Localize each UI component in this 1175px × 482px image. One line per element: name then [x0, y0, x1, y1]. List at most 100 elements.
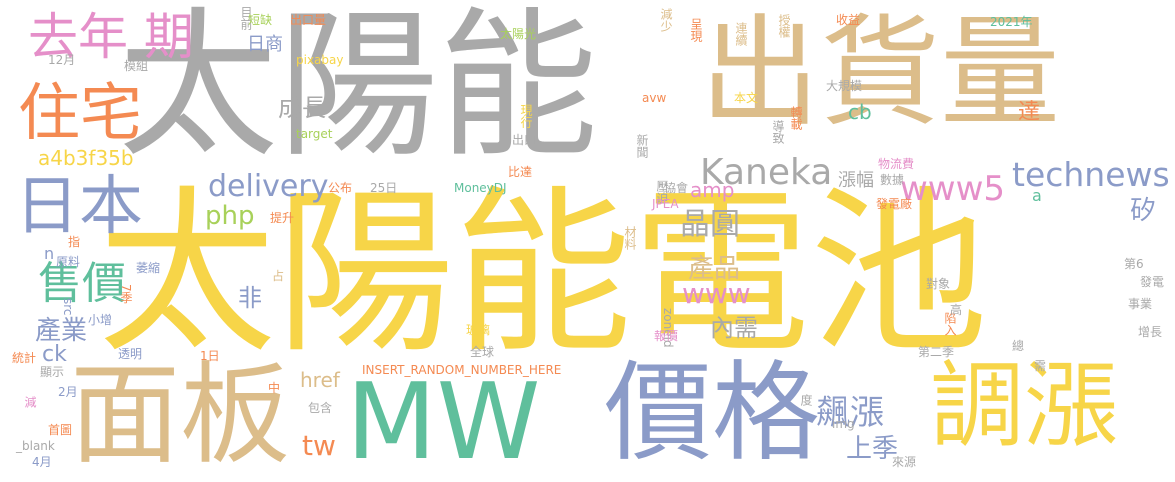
word: 增長 — [1138, 325, 1163, 339]
word: 面板 — [70, 351, 290, 479]
word: target — [296, 127, 333, 141]
word: 小增 — [88, 313, 113, 327]
word: 占 — [272, 269, 285, 283]
word: technews — [1012, 155, 1170, 194]
word: 價格 — [604, 351, 821, 476]
word: www5 — [900, 169, 1006, 209]
word: 統計 — [12, 351, 37, 365]
word: 漲幅 — [838, 170, 874, 191]
word: 短缺 — [248, 13, 273, 27]
word: 包含 — [308, 401, 333, 415]
word: 減少 — [659, 8, 673, 32]
word: 第6 — [1124, 257, 1144, 271]
word: 發電廠 — [876, 197, 913, 211]
word: 上季 — [846, 434, 899, 464]
word: 4月 — [32, 455, 52, 469]
word: 產品 — [688, 254, 741, 284]
word: 導致 — [771, 120, 785, 144]
word: MW — [346, 361, 541, 482]
word: INSERT_RANDOM_NUMBER_HERE — [362, 363, 562, 377]
word: 2月 — [58, 385, 78, 399]
word: 非 — [238, 284, 262, 312]
word: 需 — [1034, 359, 1047, 373]
word: _blank — [16, 439, 55, 453]
word: 12月 — [48, 53, 76, 67]
word: a4b3f35b — [38, 146, 134, 170]
word: 現行 — [519, 104, 533, 128]
word: delivery — [208, 169, 329, 204]
word: 矽 — [1130, 196, 1157, 226]
word: 中 — [268, 381, 281, 395]
word: n — [44, 244, 55, 263]
word: 高 — [950, 303, 963, 317]
word: 第二季 — [918, 345, 955, 359]
word: 出口量 — [290, 13, 327, 27]
word: ck — [42, 342, 67, 367]
word: MoneyDJ — [454, 181, 507, 195]
word: 協會 — [664, 181, 689, 195]
word: 萎縮 — [136, 261, 161, 275]
word: 調漲 — [930, 352, 1119, 461]
word: 2021年 — [990, 15, 1033, 29]
word: 去年 期 — [28, 8, 194, 66]
word: amp — [690, 178, 735, 202]
word: 來源 — [892, 455, 917, 469]
word: 飆漲 — [816, 393, 884, 433]
word: 連續 — [734, 22, 748, 46]
word: 提升 — [270, 211, 295, 225]
word: 達 — [1018, 100, 1041, 125]
word: 晶圓 — [680, 207, 740, 242]
word: 太陽光 — [500, 27, 537, 41]
word: 1日 — [200, 349, 220, 363]
word: 數據 — [880, 173, 905, 187]
word: 收益 — [836, 13, 861, 27]
word: href — [300, 368, 340, 392]
word: 產業 — [35, 316, 88, 346]
word: 物流費 — [878, 157, 915, 171]
word: Kaneka — [700, 152, 833, 193]
word: 對象 — [926, 277, 951, 291]
word: 事業 — [1128, 297, 1153, 311]
word: 度 — [799, 394, 813, 406]
word: 住宅 — [18, 76, 143, 149]
word: 陷入 — [943, 312, 957, 336]
word: 售價 — [38, 258, 126, 309]
word: 呈現 — [689, 18, 703, 42]
word: 全球 — [470, 345, 495, 359]
word: 比達 — [508, 165, 533, 179]
word: zoneid — [661, 308, 675, 348]
word: 7季 — [119, 284, 133, 304]
word: 日商 — [247, 34, 283, 55]
word: 內需 — [710, 314, 758, 342]
word: 太陽能 — [118, 0, 599, 179]
word: 新聞 — [635, 134, 649, 158]
word: 目前 — [239, 6, 253, 30]
word: 大規模 — [826, 79, 863, 93]
word: a — [1032, 186, 1042, 205]
word: 透明 — [118, 347, 143, 361]
word: 25日 — [370, 181, 398, 195]
word: 轉載 — [789, 106, 803, 130]
word: src — [61, 298, 75, 316]
word: 首圖 — [48, 423, 73, 437]
word: 模組 — [124, 59, 149, 73]
word: JPEA — [652, 197, 679, 211]
word: 本文 — [734, 91, 759, 105]
word: 減 — [23, 396, 37, 408]
word: php — [205, 201, 255, 231]
word: 日本 — [15, 170, 143, 244]
word: 授權 — [777, 14, 791, 38]
word: tw — [302, 429, 336, 462]
word: 原料 — [56, 255, 81, 269]
word: 壓迫 — [655, 180, 669, 204]
word: cb — [848, 100, 872, 124]
word: 總 — [1012, 339, 1025, 353]
word: 公布 — [328, 181, 353, 195]
word: 發電 — [1140, 275, 1165, 289]
word: avw — [642, 91, 667, 105]
word: 太陽能電池 — [98, 170, 988, 377]
word: 材料 — [623, 226, 637, 250]
word: 指 — [68, 235, 81, 249]
word: 玻璃 — [466, 323, 491, 337]
